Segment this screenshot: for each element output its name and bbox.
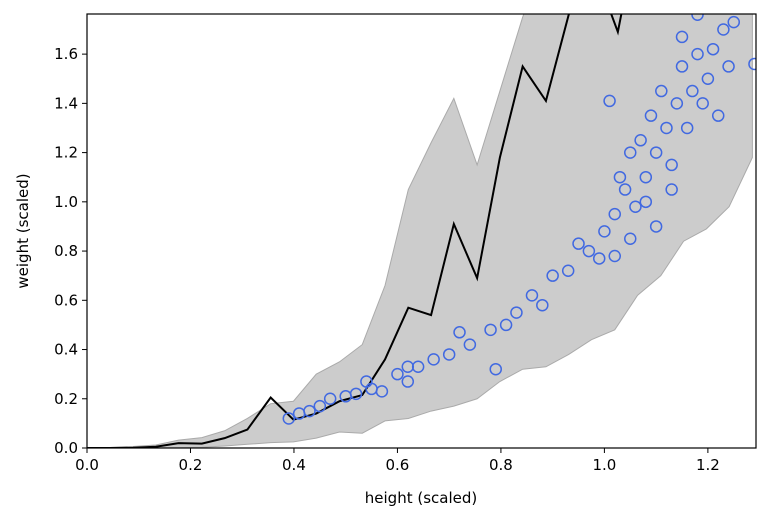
scatter-point — [499, 318, 513, 332]
scatter-point — [592, 252, 606, 265]
scatter-point — [613, 170, 627, 184]
y-tick-label: 0.6 — [54, 291, 78, 309]
y-tick-label: 1.6 — [54, 45, 78, 63]
scatter-point — [717, 23, 730, 36]
y-tick-label: 0.2 — [54, 390, 78, 408]
scatter-point — [665, 158, 678, 172]
y-tick-label: 1.0 — [54, 193, 78, 211]
scatter-point — [489, 362, 502, 376]
scatter-point — [711, 109, 725, 122]
y-axis-label: weight (scaled) — [14, 173, 32, 288]
scatter-point — [649, 220, 663, 233]
y-tick-label: 0.4 — [54, 341, 78, 359]
scatter-point — [660, 121, 673, 135]
scatter-point — [536, 298, 549, 312]
scatter-point — [303, 404, 316, 418]
scatter-point — [546, 269, 559, 282]
scatter-point — [629, 200, 642, 214]
scatter-point — [691, 47, 704, 61]
y-tick-label: 0.8 — [54, 242, 78, 260]
scatter-point — [572, 237, 585, 250]
x-tick-label: 1.0 — [592, 456, 616, 474]
scatter-point — [748, 57, 756, 71]
x-tick-label: 0.0 — [75, 456, 99, 474]
scatter-point — [401, 360, 415, 374]
mean-line — [87, 14, 623, 448]
scatter-point — [618, 183, 632, 196]
scatter-point — [665, 183, 678, 196]
x-axis-label: height (scaled) — [365, 489, 477, 507]
scatter-point — [323, 392, 337, 406]
scatter-point — [696, 97, 709, 110]
x-tick-label: 0.8 — [489, 456, 513, 474]
x-tick-label: 1.2 — [696, 456, 720, 474]
scatter-point — [365, 382, 378, 396]
scatter-point — [582, 244, 596, 258]
scatter-point — [463, 338, 477, 351]
scatter-point — [644, 109, 658, 122]
scatter-point — [722, 60, 735, 73]
scatter-point — [442, 348, 456, 361]
x-tick-label: 0.4 — [282, 456, 306, 474]
scatter-point — [691, 14, 704, 21]
scatter-point — [675, 60, 689, 73]
scatter-point — [510, 306, 523, 319]
scatter-point — [680, 121, 694, 135]
scatter-point — [391, 367, 404, 381]
scatter-point — [670, 97, 684, 110]
scatter-point — [427, 353, 440, 366]
x-tick-label: 0.6 — [386, 456, 410, 474]
scatter-point — [727, 15, 741, 29]
plot-area — [87, 14, 756, 448]
scatter-point — [634, 134, 647, 147]
scatter-point — [649, 146, 663, 159]
y-tick-label: 1.2 — [54, 144, 78, 162]
scatter-point — [701, 72, 715, 85]
scatter-point — [561, 264, 575, 278]
scatter-point — [313, 399, 327, 413]
scatter-point — [282, 412, 296, 425]
scatter-point — [639, 195, 653, 209]
axes-frame — [86, 13, 757, 449]
y-tick-label: 1.4 — [54, 94, 78, 112]
interval-band — [87, 14, 753, 448]
scatter-point — [453, 326, 466, 339]
scatter-point — [603, 94, 616, 108]
scatter-point — [686, 84, 699, 98]
scatter-point — [655, 84, 668, 98]
scatter-point — [525, 289, 539, 302]
scatter-point — [484, 323, 497, 337]
scatter-point — [598, 225, 611, 238]
y-tick-label: 0.0 — [54, 439, 78, 457]
scatter-point — [608, 207, 621, 221]
scatter-point — [624, 232, 637, 246]
x-tick-label: 0.2 — [179, 456, 203, 474]
scatter-point — [349, 387, 363, 401]
scatter-point — [401, 375, 415, 388]
scatter-point — [675, 30, 689, 44]
scatter-point — [639, 170, 653, 184]
scatter-point — [624, 146, 637, 159]
scatter-point — [608, 249, 621, 263]
scatter-point — [706, 42, 720, 56]
